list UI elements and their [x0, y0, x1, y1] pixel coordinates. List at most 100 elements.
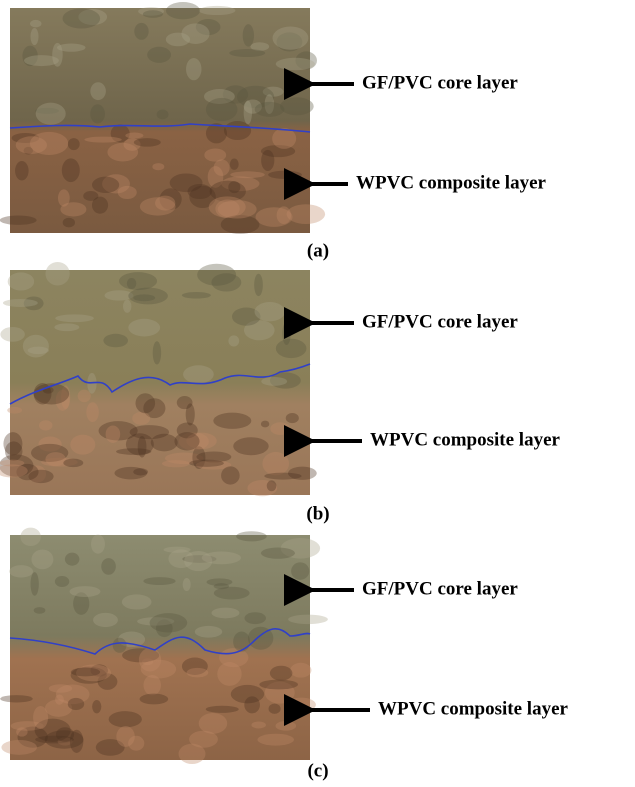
- texture: [113, 638, 127, 653]
- texture: [189, 460, 224, 467]
- texture: [228, 335, 239, 346]
- texture: [70, 586, 101, 597]
- texture: [207, 578, 233, 585]
- figure: GF/PVC core layer WPVC composite layer (a)…: [0, 0, 635, 787]
- texture: [9, 565, 33, 577]
- texture: [152, 163, 164, 170]
- texture: [15, 161, 29, 181]
- texture: [91, 535, 105, 554]
- texture: [55, 314, 94, 322]
- panel: GF/PVC core layer WPVC composite layer (b): [0, 262, 561, 524]
- texture: [236, 531, 267, 541]
- texture: [257, 734, 294, 746]
- texture: [71, 668, 100, 677]
- texture: [0, 327, 24, 342]
- texture: [3, 432, 22, 455]
- texture: [31, 572, 39, 596]
- texture: [221, 466, 240, 484]
- texture: [106, 425, 121, 442]
- texture: [101, 558, 116, 575]
- texture: [123, 300, 131, 313]
- texture: [132, 412, 150, 425]
- texture: [30, 28, 38, 45]
- texture: [68, 698, 84, 710]
- texture: [229, 49, 265, 57]
- texture: [166, 2, 200, 19]
- texture: [286, 413, 299, 423]
- texture: [270, 422, 290, 435]
- texture: [70, 435, 95, 455]
- texture: [228, 181, 240, 193]
- texture: [1, 740, 37, 755]
- annotation: WPVC composite layer: [370, 429, 561, 450]
- texture: [183, 365, 214, 383]
- texture: [49, 684, 72, 693]
- texture: [20, 528, 40, 546]
- panel-label: (b): [306, 503, 329, 524]
- texture: [78, 390, 91, 403]
- texture: [206, 98, 238, 121]
- texture: [287, 204, 326, 224]
- texture: [28, 470, 53, 483]
- texture: [143, 10, 163, 18]
- texture: [55, 576, 69, 587]
- panel-label: (c): [307, 760, 328, 781]
- texture: [147, 47, 171, 63]
- texture: [212, 608, 240, 619]
- texture: [63, 459, 83, 468]
- texture: [122, 594, 152, 609]
- texture: [269, 704, 281, 714]
- texture: [143, 675, 161, 695]
- annotation: GF/PVC core layer: [362, 311, 518, 332]
- texture: [230, 171, 265, 178]
- texture: [56, 727, 74, 741]
- texture: [186, 58, 201, 80]
- texture: [92, 177, 119, 193]
- annotation: WPVC composite layer: [378, 698, 569, 719]
- texture: [150, 613, 188, 632]
- texture: [276, 339, 307, 358]
- texture: [151, 434, 178, 452]
- texture: [60, 202, 86, 216]
- texture: [197, 264, 236, 286]
- texture: [68, 138, 80, 150]
- texture: [8, 272, 34, 290]
- texture: [270, 666, 293, 681]
- texture: [141, 660, 176, 679]
- texture: [195, 626, 222, 638]
- texture: [280, 97, 314, 115]
- texture: [109, 711, 142, 727]
- texture: [267, 480, 277, 491]
- texture: [254, 274, 263, 296]
- texture: [36, 103, 66, 125]
- texture: [243, 24, 254, 46]
- texture: [261, 548, 295, 559]
- annotation: GF/PVC core layer: [362, 72, 518, 93]
- texture: [251, 721, 266, 728]
- texture: [86, 402, 99, 422]
- texture: [93, 613, 118, 627]
- texture: [118, 186, 137, 199]
- texture: [128, 288, 168, 305]
- texture: [62, 158, 80, 182]
- texture: [63, 9, 101, 29]
- texture: [16, 727, 28, 736]
- texture: [7, 407, 22, 414]
- panels: GF/PVC core layer WPVC composite layer (a)…: [0, 2, 569, 781]
- texture: [162, 460, 190, 467]
- texture: [230, 159, 239, 170]
- texture: [84, 137, 121, 143]
- texture: [259, 680, 298, 690]
- texture: [65, 553, 80, 566]
- texture: [170, 173, 203, 192]
- texture: [31, 550, 53, 570]
- panel-label: (a): [307, 240, 329, 261]
- texture: [0, 216, 37, 225]
- texture: [276, 58, 315, 70]
- texture: [55, 695, 64, 705]
- texture: [134, 23, 148, 40]
- texture: [57, 44, 85, 52]
- texture: [0, 695, 33, 702]
- texture: [92, 197, 108, 214]
